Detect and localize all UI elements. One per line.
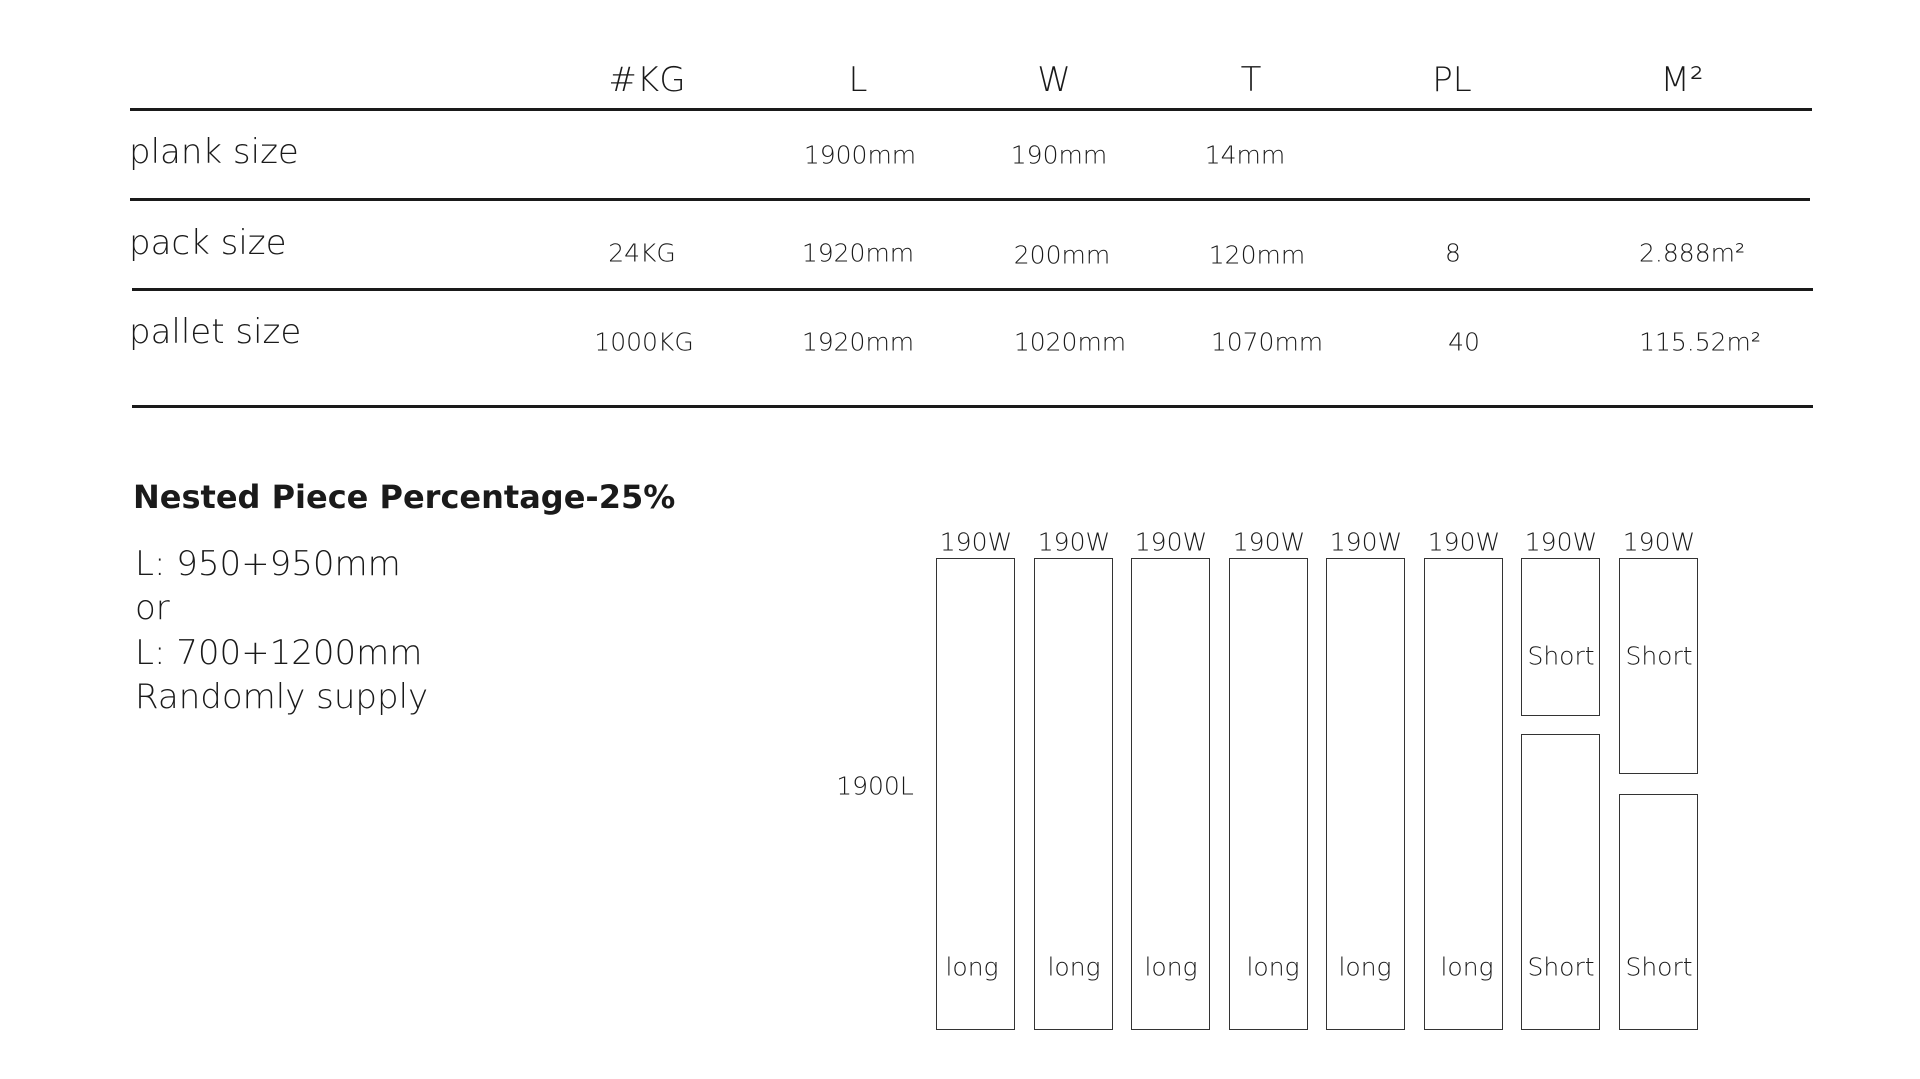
long-plank xyxy=(936,558,1015,1030)
long-plank xyxy=(1424,558,1503,1030)
nested-line: L: 700+1200mm xyxy=(135,633,423,673)
long-label: long xyxy=(1144,952,1198,982)
long-plank xyxy=(1131,558,1210,1030)
cell: 40 xyxy=(1448,327,1480,357)
short-plank xyxy=(1521,734,1600,1030)
header-kg: #KG xyxy=(608,60,686,100)
cell: 1920mm xyxy=(801,327,915,357)
nested-line: or xyxy=(135,588,170,628)
short-label: Short xyxy=(1625,641,1693,671)
long-label: long xyxy=(1047,952,1101,982)
nested-line: L: 950+950mm xyxy=(135,544,401,584)
cell: 1020mm xyxy=(1013,327,1127,357)
width-label: 190W xyxy=(1134,527,1208,557)
short-plank xyxy=(1521,558,1600,716)
cell: 2.888m² xyxy=(1639,238,1745,268)
header-w: W xyxy=(1037,60,1071,100)
row-label: plank size xyxy=(129,132,299,172)
width-label: 190W xyxy=(1427,527,1501,557)
divider xyxy=(130,198,1810,201)
long-plank xyxy=(1229,558,1308,1030)
short-label: Short xyxy=(1625,952,1693,982)
short-plank xyxy=(1619,794,1698,1030)
long-label: long xyxy=(1440,952,1494,982)
long-plank xyxy=(1326,558,1405,1030)
cell: 8 xyxy=(1445,238,1461,268)
row-label: pack size xyxy=(129,223,287,263)
header-l: L xyxy=(848,60,868,100)
long-label: long xyxy=(945,952,999,982)
width-label: 190W xyxy=(939,527,1013,557)
long-label: long xyxy=(1246,952,1300,982)
cell: 115.52m² xyxy=(1639,327,1761,357)
width-label: 190W xyxy=(1524,527,1598,557)
header-m2: M² xyxy=(1660,60,1704,100)
cell: 190mm xyxy=(1010,140,1108,170)
width-label: 190W xyxy=(1329,527,1403,557)
long-plank xyxy=(1034,558,1113,1030)
cell: 1070mm xyxy=(1210,327,1324,357)
cell: 14mm xyxy=(1204,140,1286,170)
cell: 120mm xyxy=(1208,240,1306,270)
cell: 24KG xyxy=(608,238,676,268)
long-label: long xyxy=(1338,952,1392,982)
row-label: pallet size xyxy=(129,312,302,352)
divider xyxy=(130,108,1812,111)
short-plank xyxy=(1619,558,1698,774)
header-t: T xyxy=(1240,60,1262,100)
divider xyxy=(132,288,1813,291)
nested-line: Randomly supply xyxy=(135,677,429,717)
header-pl: PL xyxy=(1432,60,1472,100)
cell: 200mm xyxy=(1013,240,1111,270)
width-label: 190W xyxy=(1232,527,1306,557)
cell: 1900mm xyxy=(803,140,917,170)
width-label: 190W xyxy=(1037,527,1111,557)
divider xyxy=(132,405,1813,408)
cell: 1000KG xyxy=(594,327,694,357)
length-label: 1900L xyxy=(836,771,914,801)
short-label: Short xyxy=(1527,641,1595,671)
short-label: Short xyxy=(1527,952,1595,982)
width-label: 190W xyxy=(1622,527,1696,557)
nested-title: Nested Piece Percentage-25% xyxy=(133,478,676,516)
cell: 1920mm xyxy=(801,238,915,268)
